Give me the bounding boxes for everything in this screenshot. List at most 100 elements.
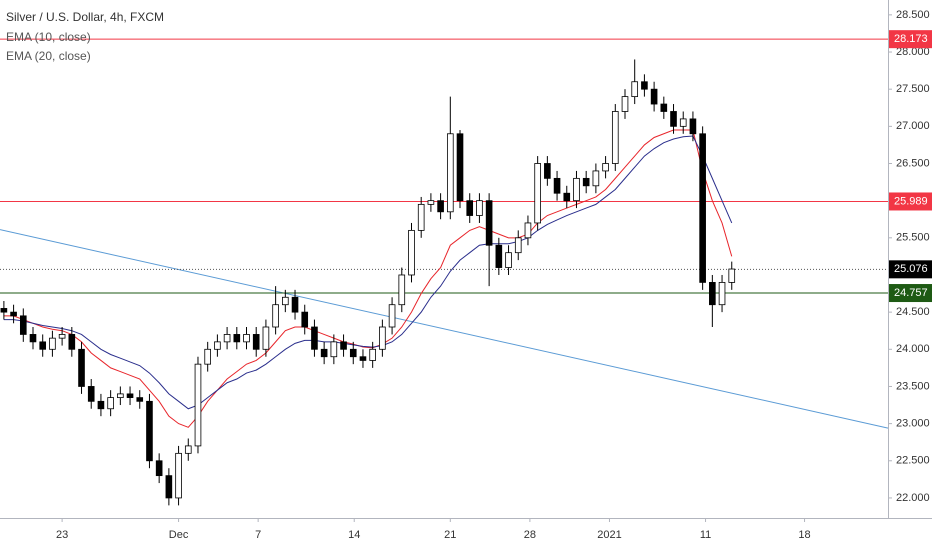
candle-body [155, 460, 163, 477]
candle-body [10, 311, 17, 317]
y-tick-label: 24.000 [896, 343, 930, 355]
candle-body [476, 200, 483, 216]
candle-body [495, 244, 503, 268]
chart-title: Silver / U.S. Dollar, 4h, FXCM [6, 10, 164, 24]
candle-body [194, 363, 202, 447]
x-tick-label: Dec [169, 529, 189, 541]
candle-body [68, 334, 76, 350]
candle-body [311, 326, 318, 350]
candle-body [252, 334, 260, 350]
candle-body [223, 334, 231, 343]
candle-body [359, 356, 367, 361]
y-tick-label: 27.000 [896, 120, 930, 132]
candle-body [699, 133, 706, 283]
candle-body [136, 397, 144, 402]
y-tick-label: 23.000 [896, 418, 930, 430]
candle-body [679, 118, 687, 127]
x-tick-label: 2021 [597, 529, 621, 541]
candle-body [650, 88, 658, 105]
candle-body [582, 177, 590, 187]
candle-body [320, 348, 328, 358]
candle-body [534, 163, 541, 224]
candle-body [563, 192, 571, 202]
candle-body [408, 229, 415, 276]
candle-body [126, 393, 134, 399]
candle-body [592, 170, 600, 187]
x-tick-label: 7 [255, 529, 261, 541]
candle-body [379, 326, 386, 350]
candle-body [388, 304, 396, 328]
candle-body [709, 282, 716, 306]
candle-body [718, 282, 726, 306]
candle-body [233, 334, 241, 343]
candle-body [39, 341, 47, 350]
legend-entry: EMA (10, close) [6, 30, 91, 44]
x-tick-label: 23 [56, 529, 68, 541]
candle-body [456, 133, 464, 202]
candle-body [369, 348, 376, 361]
y-tick-label: 22.500 [896, 455, 930, 467]
last-price-label: 25.076 [894, 263, 928, 275]
candle-body [349, 348, 357, 358]
candle-body [602, 163, 609, 172]
candle-body [78, 348, 85, 387]
candle-body [340, 341, 347, 350]
candle-body [417, 203, 425, 231]
level-label-box [889, 192, 932, 211]
y-tick-label: 23.500 [896, 380, 930, 392]
candle-body [291, 296, 299, 313]
candle-body [97, 400, 105, 410]
candle-body [0, 308, 8, 313]
candle-body [641, 81, 648, 90]
y-tick-label: 28.000 [896, 46, 930, 58]
candle-body [670, 111, 677, 127]
candle-body [544, 163, 551, 179]
candle-body [214, 341, 221, 350]
candle-body [165, 475, 173, 499]
candle-body [58, 334, 66, 339]
candle-body [611, 111, 619, 164]
x-tick-label: 28 [524, 529, 536, 541]
level-label-box [889, 284, 932, 303]
candle-body [204, 348, 211, 365]
candle-body [49, 337, 56, 350]
candle-body [446, 133, 454, 213]
x-tick-label: 11 [700, 529, 711, 541]
candle-body [117, 393, 124, 399]
candle-body [243, 334, 250, 343]
candle-body [87, 386, 95, 402]
candle-body [19, 315, 27, 335]
y-tick-label: 28.500 [896, 9, 930, 21]
candle-body [466, 200, 474, 216]
ema-line [3, 129, 733, 428]
candle-body [728, 268, 736, 283]
y-tick-label: 25.500 [896, 232, 930, 244]
candle-body [689, 118, 697, 135]
y-tick-label: 27.500 [896, 83, 930, 95]
candle-body [621, 96, 629, 112]
candle-body [146, 400, 153, 462]
plot-area [0, 38, 889, 506]
trendline [0, 229, 889, 429]
candle-body [573, 177, 580, 202]
level-label: 28.173 [894, 33, 928, 45]
candle-body [514, 237, 522, 254]
candle-body [282, 296, 289, 306]
candle-body [524, 222, 532, 239]
candle-body [437, 200, 444, 213]
ema-line [3, 135, 733, 410]
candle-body [427, 200, 435, 205]
candle-body [330, 341, 338, 358]
x-tick-label: 21 [444, 529, 456, 541]
level-label: 25.989 [894, 195, 928, 207]
level-label-box [889, 30, 932, 49]
candle-body [29, 334, 37, 343]
candle-body [505, 252, 512, 268]
level-label: 24.757 [894, 287, 928, 299]
x-tick-label: 18 [798, 529, 810, 541]
candle-body [175, 452, 182, 499]
y-tick-label: 24.500 [896, 306, 930, 318]
x-tick-label: 14 [348, 529, 360, 541]
y-tick-label: 22.000 [896, 492, 930, 504]
